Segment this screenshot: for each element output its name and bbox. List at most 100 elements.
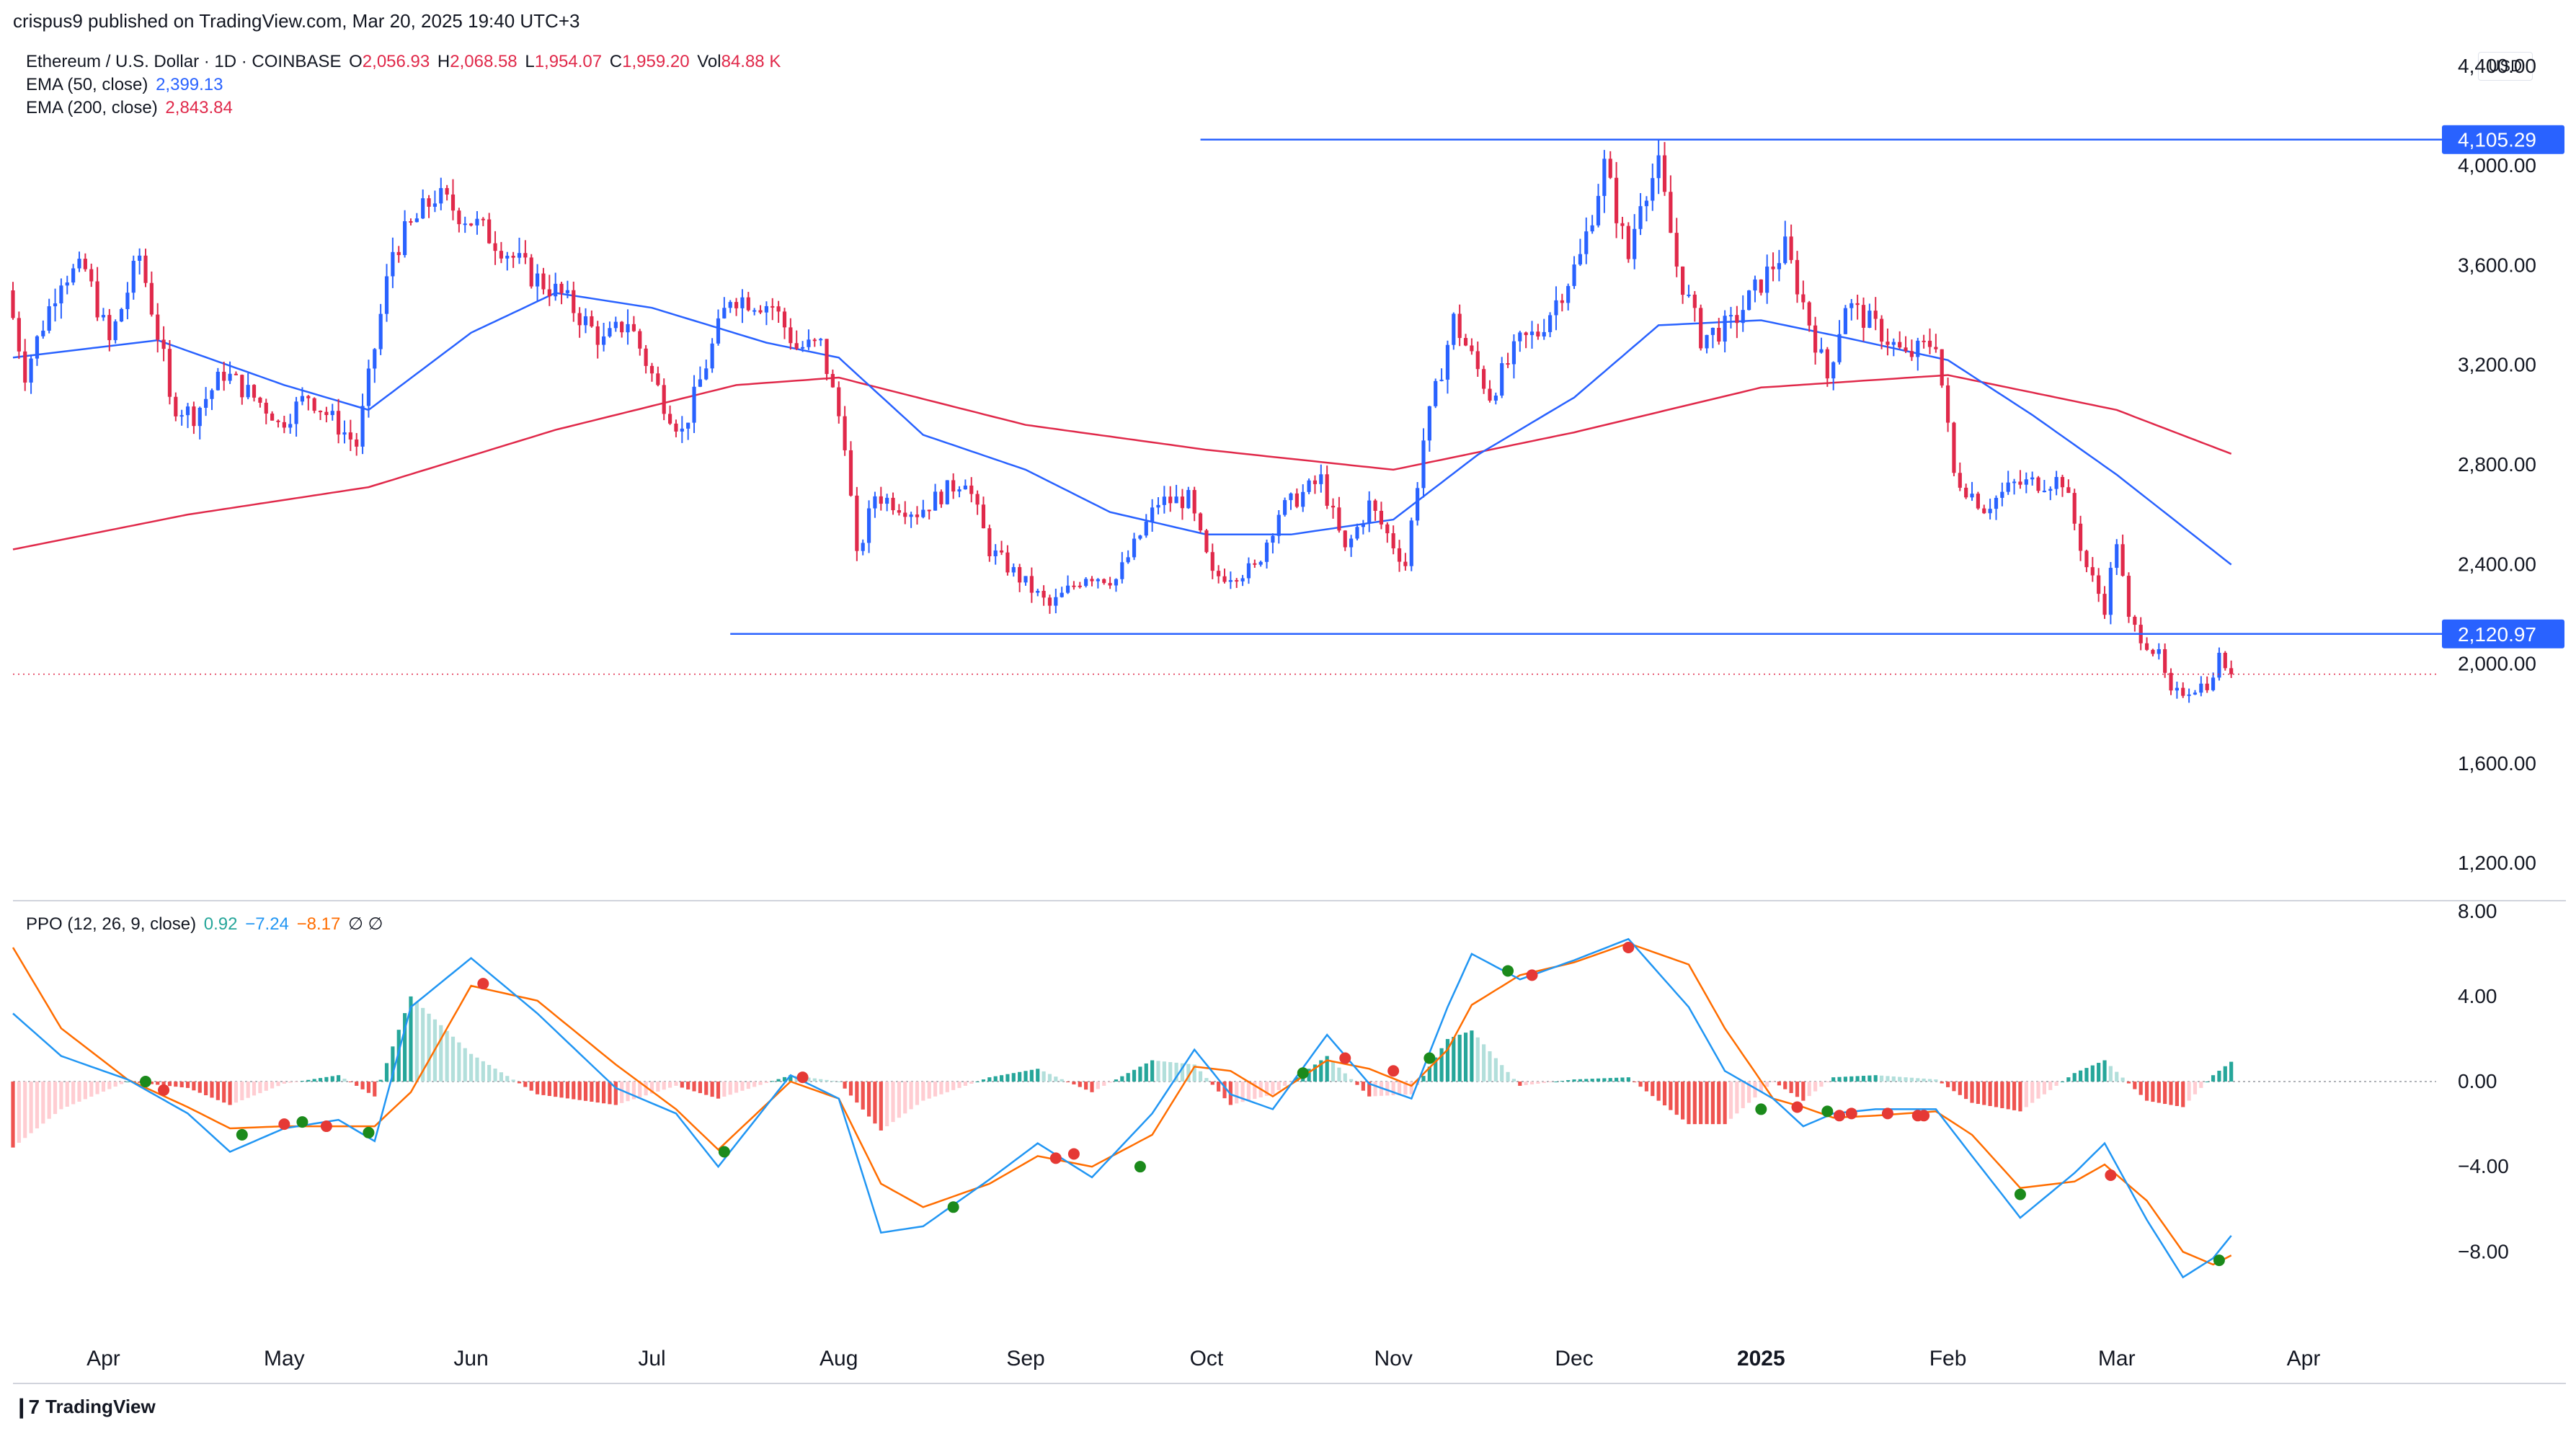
- candle-up[interactable]: [2054, 476, 2058, 489]
- candle-down[interactable]: [1620, 223, 1625, 226]
- candle-down[interactable]: [174, 396, 178, 416]
- candle-up[interactable]: [1500, 363, 1504, 396]
- candle-down[interactable]: [1325, 474, 1329, 506]
- candle-down[interactable]: [1331, 505, 1336, 508]
- candle-up[interactable]: [1023, 576, 1028, 583]
- candle-up[interactable]: [728, 302, 732, 308]
- candle-up[interactable]: [993, 550, 998, 556]
- candle-up[interactable]: [1638, 206, 1643, 229]
- candle-up[interactable]: [391, 251, 395, 277]
- candle-down[interactable]: [776, 306, 781, 312]
- candle-up[interactable]: [439, 188, 443, 204]
- candle-down[interactable]: [487, 219, 492, 244]
- candle-up[interactable]: [1319, 474, 1323, 484]
- candle-down[interactable]: [156, 314, 160, 340]
- ema200-legend[interactable]: EMA (200, close) 2,843.84: [26, 98, 233, 118]
- candle-up[interactable]: [1644, 200, 1649, 207]
- candle-down[interactable]: [1475, 351, 1480, 370]
- candle-up[interactable]: [2211, 677, 2216, 690]
- candle-down[interactable]: [107, 315, 112, 341]
- candle-down[interactable]: [1072, 585, 1076, 587]
- candle-down[interactable]: [1204, 530, 1209, 553]
- candle-up[interactable]: [1529, 331, 1535, 336]
- candle-up[interactable]: [885, 497, 889, 504]
- candle-up[interactable]: [432, 203, 438, 207]
- candle-up[interactable]: [1777, 263, 1782, 269]
- candle-down[interactable]: [2084, 550, 2089, 568]
- candle-down[interactable]: [1313, 480, 1318, 484]
- candle-up[interactable]: [866, 508, 871, 543]
- candle-up[interactable]: [2024, 479, 2028, 485]
- candle-down[interactable]: [746, 297, 750, 311]
- candle-up[interactable]: [1747, 290, 1751, 311]
- candle-up[interactable]: [1264, 543, 1269, 562]
- candle-up[interactable]: [613, 321, 618, 329]
- candle-down[interactable]: [1180, 496, 1185, 509]
- candle-down[interactable]: [2036, 477, 2040, 491]
- ema50-legend[interactable]: EMA (50, close) 2,399.13: [26, 75, 223, 95]
- candle-down[interactable]: [559, 283, 564, 293]
- candle-down[interactable]: [855, 495, 859, 551]
- candle-up[interactable]: [752, 310, 757, 312]
- candle-down[interactable]: [1041, 591, 1046, 598]
- candle-up[interactable]: [1542, 331, 1546, 336]
- candle-up[interactable]: [71, 268, 76, 283]
- candle-down[interactable]: [1018, 567, 1022, 583]
- candle-up[interactable]: [1060, 592, 1064, 597]
- candle-down[interactable]: [1524, 332, 1528, 336]
- candle-down[interactable]: [318, 411, 323, 413]
- candle-up[interactable]: [29, 358, 33, 383]
- candle-down[interactable]: [1560, 300, 1564, 303]
- candle-down[interactable]: [2223, 652, 2227, 669]
- candle-up[interactable]: [197, 407, 202, 427]
- candle-down[interactable]: [240, 375, 244, 398]
- candle-up[interactable]: [764, 306, 768, 313]
- candle-up[interactable]: [1289, 493, 1293, 501]
- candle-up[interactable]: [945, 480, 949, 504]
- candle-down[interactable]: [1964, 487, 1968, 498]
- candle-down[interactable]: [1879, 318, 1884, 342]
- candle-up[interactable]: [330, 411, 334, 416]
- candle-up[interactable]: [1421, 440, 1426, 489]
- candle-down[interactable]: [620, 321, 624, 333]
- candle-down[interactable]: [595, 326, 600, 345]
- candle-up[interactable]: [704, 368, 709, 380]
- candle-up[interactable]: [1656, 155, 1661, 179]
- candle-up[interactable]: [373, 349, 377, 369]
- candle-down[interactable]: [1976, 494, 1980, 509]
- candle-up[interactable]: [554, 283, 558, 297]
- candle-down[interactable]: [529, 257, 533, 287]
- candle-up[interactable]: [1493, 396, 1498, 401]
- candle-down[interactable]: [2126, 576, 2131, 617]
- candle-up[interactable]: [1174, 496, 1178, 504]
- candle-up[interactable]: [1753, 279, 1757, 291]
- candle-up[interactable]: [686, 422, 690, 429]
- candle-up[interactable]: [710, 343, 714, 369]
- candle-up[interactable]: [1367, 500, 1372, 524]
- candle-down[interactable]: [758, 310, 763, 313]
- candle-down[interactable]: [1958, 473, 1962, 488]
- candle-up[interactable]: [1819, 349, 1824, 353]
- candle-up[interactable]: [1554, 300, 1558, 316]
- candle-down[interactable]: [252, 385, 257, 398]
- candle-up[interactable]: [1114, 579, 1119, 586]
- candle-down[interactable]: [825, 339, 829, 375]
- candle-up[interactable]: [957, 489, 961, 492]
- candle-down[interactable]: [511, 255, 515, 258]
- candle-down[interactable]: [2133, 616, 2137, 625]
- candle-up[interactable]: [1783, 236, 1787, 264]
- candle-down[interactable]: [1536, 331, 1540, 336]
- candle-down[interactable]: [17, 318, 21, 352]
- candle-down[interactable]: [1047, 597, 1052, 606]
- candle-up[interactable]: [53, 303, 58, 307]
- candle-down[interactable]: [1029, 576, 1034, 593]
- candle-down[interactable]: [1825, 349, 1829, 379]
- candle-down[interactable]: [2229, 668, 2234, 674]
- candle-up[interactable]: [179, 415, 184, 417]
- candle-down[interactable]: [1198, 513, 1203, 531]
- candle-up[interactable]: [288, 424, 293, 428]
- candle-up[interactable]: [360, 406, 365, 447]
- candle-up[interactable]: [1705, 334, 1709, 349]
- candle-down[interactable]: [2163, 648, 2167, 673]
- candle-up[interactable]: [1728, 315, 1733, 317]
